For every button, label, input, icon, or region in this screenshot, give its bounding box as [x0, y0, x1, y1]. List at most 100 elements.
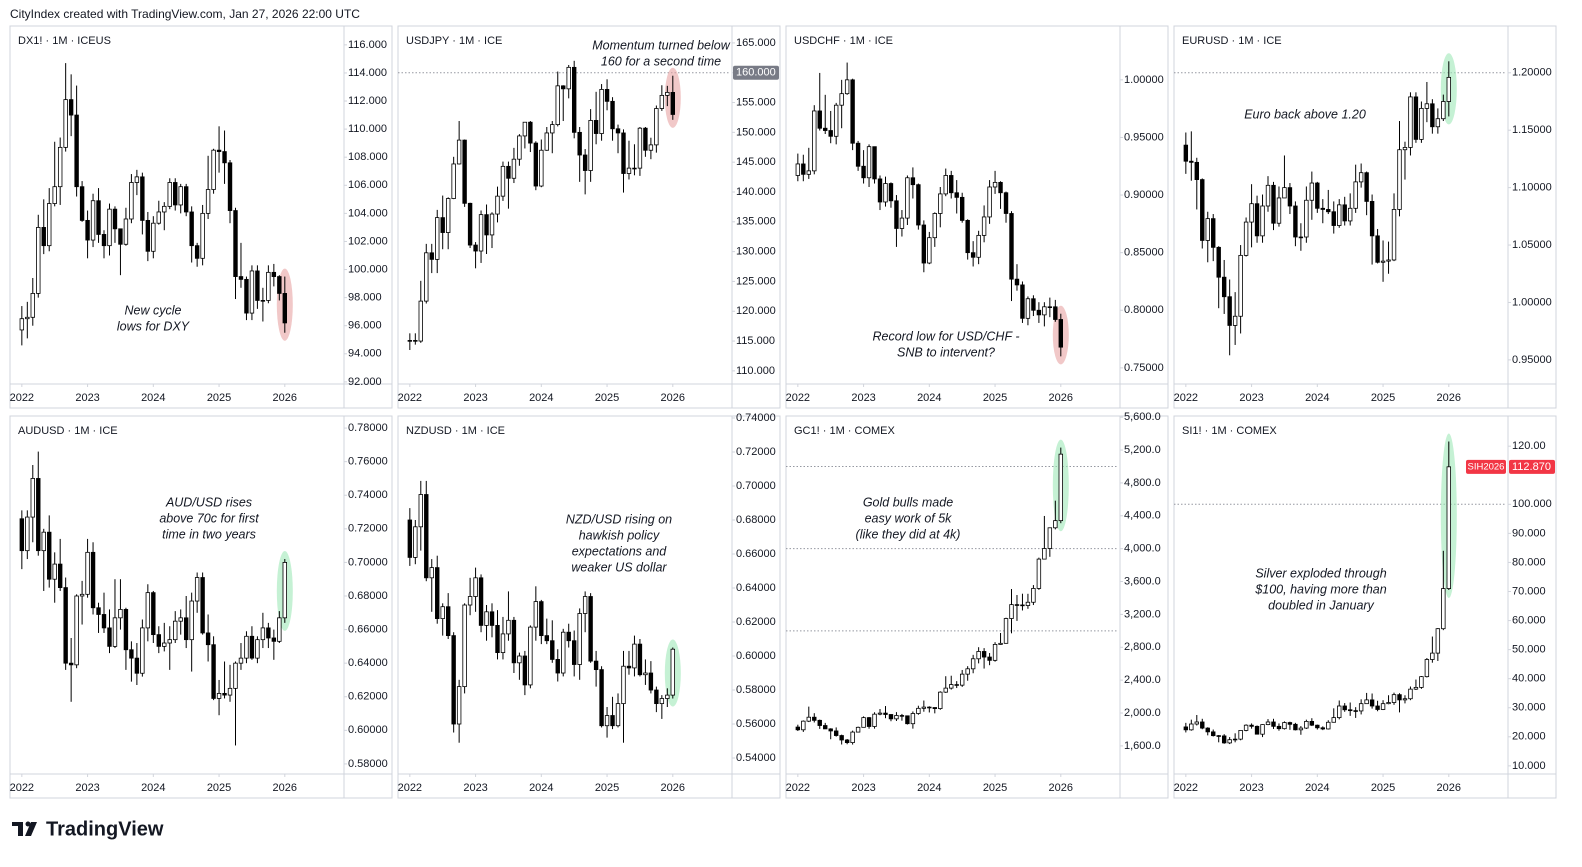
candle-body	[812, 110, 817, 172]
candle-body	[140, 627, 145, 674]
y-tick-label: 70.000	[1512, 585, 1546, 597]
y-tick-label: 114.000	[348, 67, 387, 79]
annotation: Gold bulls made	[863, 495, 953, 509]
candle-body	[1358, 172, 1364, 183]
candle-body	[1221, 735, 1227, 744]
candle-body	[806, 716, 811, 722]
y-tick-label: 0.70000	[348, 556, 388, 568]
header: CityIndex created with TradingView.com, …	[10, 7, 360, 21]
y-tick-label: 0.85000	[1124, 247, 1164, 259]
candle-body	[916, 184, 921, 226]
candle-body	[96, 607, 101, 615]
y-tick-label: 1.20000	[1512, 67, 1552, 79]
candle-body	[277, 617, 282, 642]
candle-body	[440, 606, 445, 620]
annotation: hawkish policy	[579, 528, 660, 542]
candle-body	[233, 662, 238, 689]
candle-body	[1282, 187, 1287, 199]
candle-body	[118, 609, 123, 619]
candle-body	[965, 220, 970, 254]
candle-body	[511, 619, 517, 664]
candle-body	[949, 684, 954, 689]
y-tick-label: 108.000	[348, 151, 388, 163]
y-tick-label: 1.10000	[1512, 182, 1552, 194]
candle-body	[528, 626, 533, 686]
candle-body	[85, 219, 90, 241]
panel-title: USDJPY · 1M · ICE	[406, 35, 502, 47]
candle-body	[888, 714, 894, 720]
candle-body	[260, 300, 266, 302]
candle-body	[899, 217, 905, 229]
y-tick-label: 160.000	[736, 67, 776, 79]
candle-body	[1342, 204, 1347, 222]
candle-body	[140, 176, 145, 221]
candle-body	[19, 318, 25, 331]
candle-body	[1309, 182, 1315, 201]
candle-body	[905, 715, 910, 725]
candle-body	[1380, 703, 1386, 710]
y-tick-label: 0.62000	[736, 616, 776, 628]
candle-body	[440, 217, 445, 233]
candle-body	[96, 200, 101, 235]
x-tick-label: 2024	[529, 392, 553, 404]
candle-body	[134, 657, 140, 674]
annotation: above 70c for first	[159, 511, 259, 525]
candle-body	[1397, 694, 1402, 701]
annotation: New cycle	[125, 303, 182, 317]
plot	[19, 451, 293, 746]
y-tick-label: 100.000	[1512, 498, 1552, 510]
y-tick-label: 0.95000	[1512, 354, 1552, 366]
candle-body	[222, 151, 227, 164]
candle-body	[648, 144, 654, 151]
candle-body	[238, 276, 244, 280]
y-tick-label: 102.000	[348, 235, 388, 247]
annotation: Momentum turned below	[592, 38, 731, 52]
x-tick-label: 2023	[851, 392, 875, 404]
candle-body	[1047, 527, 1053, 549]
y-tick-label: 0.60000	[348, 724, 388, 736]
y-tick-label: 145.000	[736, 156, 776, 168]
candle-body	[998, 642, 1003, 645]
y-tick-label: 98.000	[348, 292, 382, 304]
candle-body	[1337, 705, 1342, 719]
candle-body	[1031, 298, 1036, 311]
candle-body	[899, 715, 905, 717]
y-tick-label: 0.54000	[736, 752, 776, 764]
candle-body	[1003, 618, 1009, 644]
candle-body	[1205, 218, 1210, 241]
candle-body	[167, 639, 172, 644]
candle-body	[801, 163, 806, 175]
candle-body	[1331, 717, 1336, 723]
panel: USDCHF · 1M · ICE 0.75000 0.80000 0.85000 0.…	[785, 25, 1169, 409]
annotation: Silver exploded through	[1255, 566, 1386, 580]
candle-body	[1183, 726, 1189, 731]
candle-body	[643, 127, 648, 151]
candle-body	[1326, 721, 1331, 730]
candle-body	[1036, 558, 1042, 589]
candle-body	[178, 617, 183, 622]
candle-body	[255, 270, 260, 301]
candle-body	[517, 135, 522, 160]
candle-body	[227, 687, 233, 696]
y-tick-label: 104.000	[348, 207, 388, 219]
candle-body	[1020, 604, 1025, 607]
candle-body	[41, 531, 46, 552]
candle-body	[451, 163, 456, 199]
candle-body	[145, 592, 151, 629]
candle-body	[981, 651, 987, 658]
y-tick-label: 100.000	[348, 263, 388, 275]
candle-body	[795, 726, 801, 731]
candle-body	[467, 596, 473, 606]
candle-body	[52, 186, 57, 204]
x-tick-label: 2026	[1049, 392, 1073, 404]
candle-body	[1243, 724, 1249, 731]
y-tick-label: 0.60000	[736, 650, 776, 662]
x-tick-label: 2022	[1174, 782, 1198, 794]
candle-body	[1036, 309, 1042, 316]
candle-body	[63, 99, 68, 148]
candle-body	[429, 567, 434, 579]
candle-body	[173, 182, 178, 206]
candle-body	[123, 218, 129, 245]
candle-body	[833, 730, 839, 736]
candle-body	[129, 182, 134, 220]
